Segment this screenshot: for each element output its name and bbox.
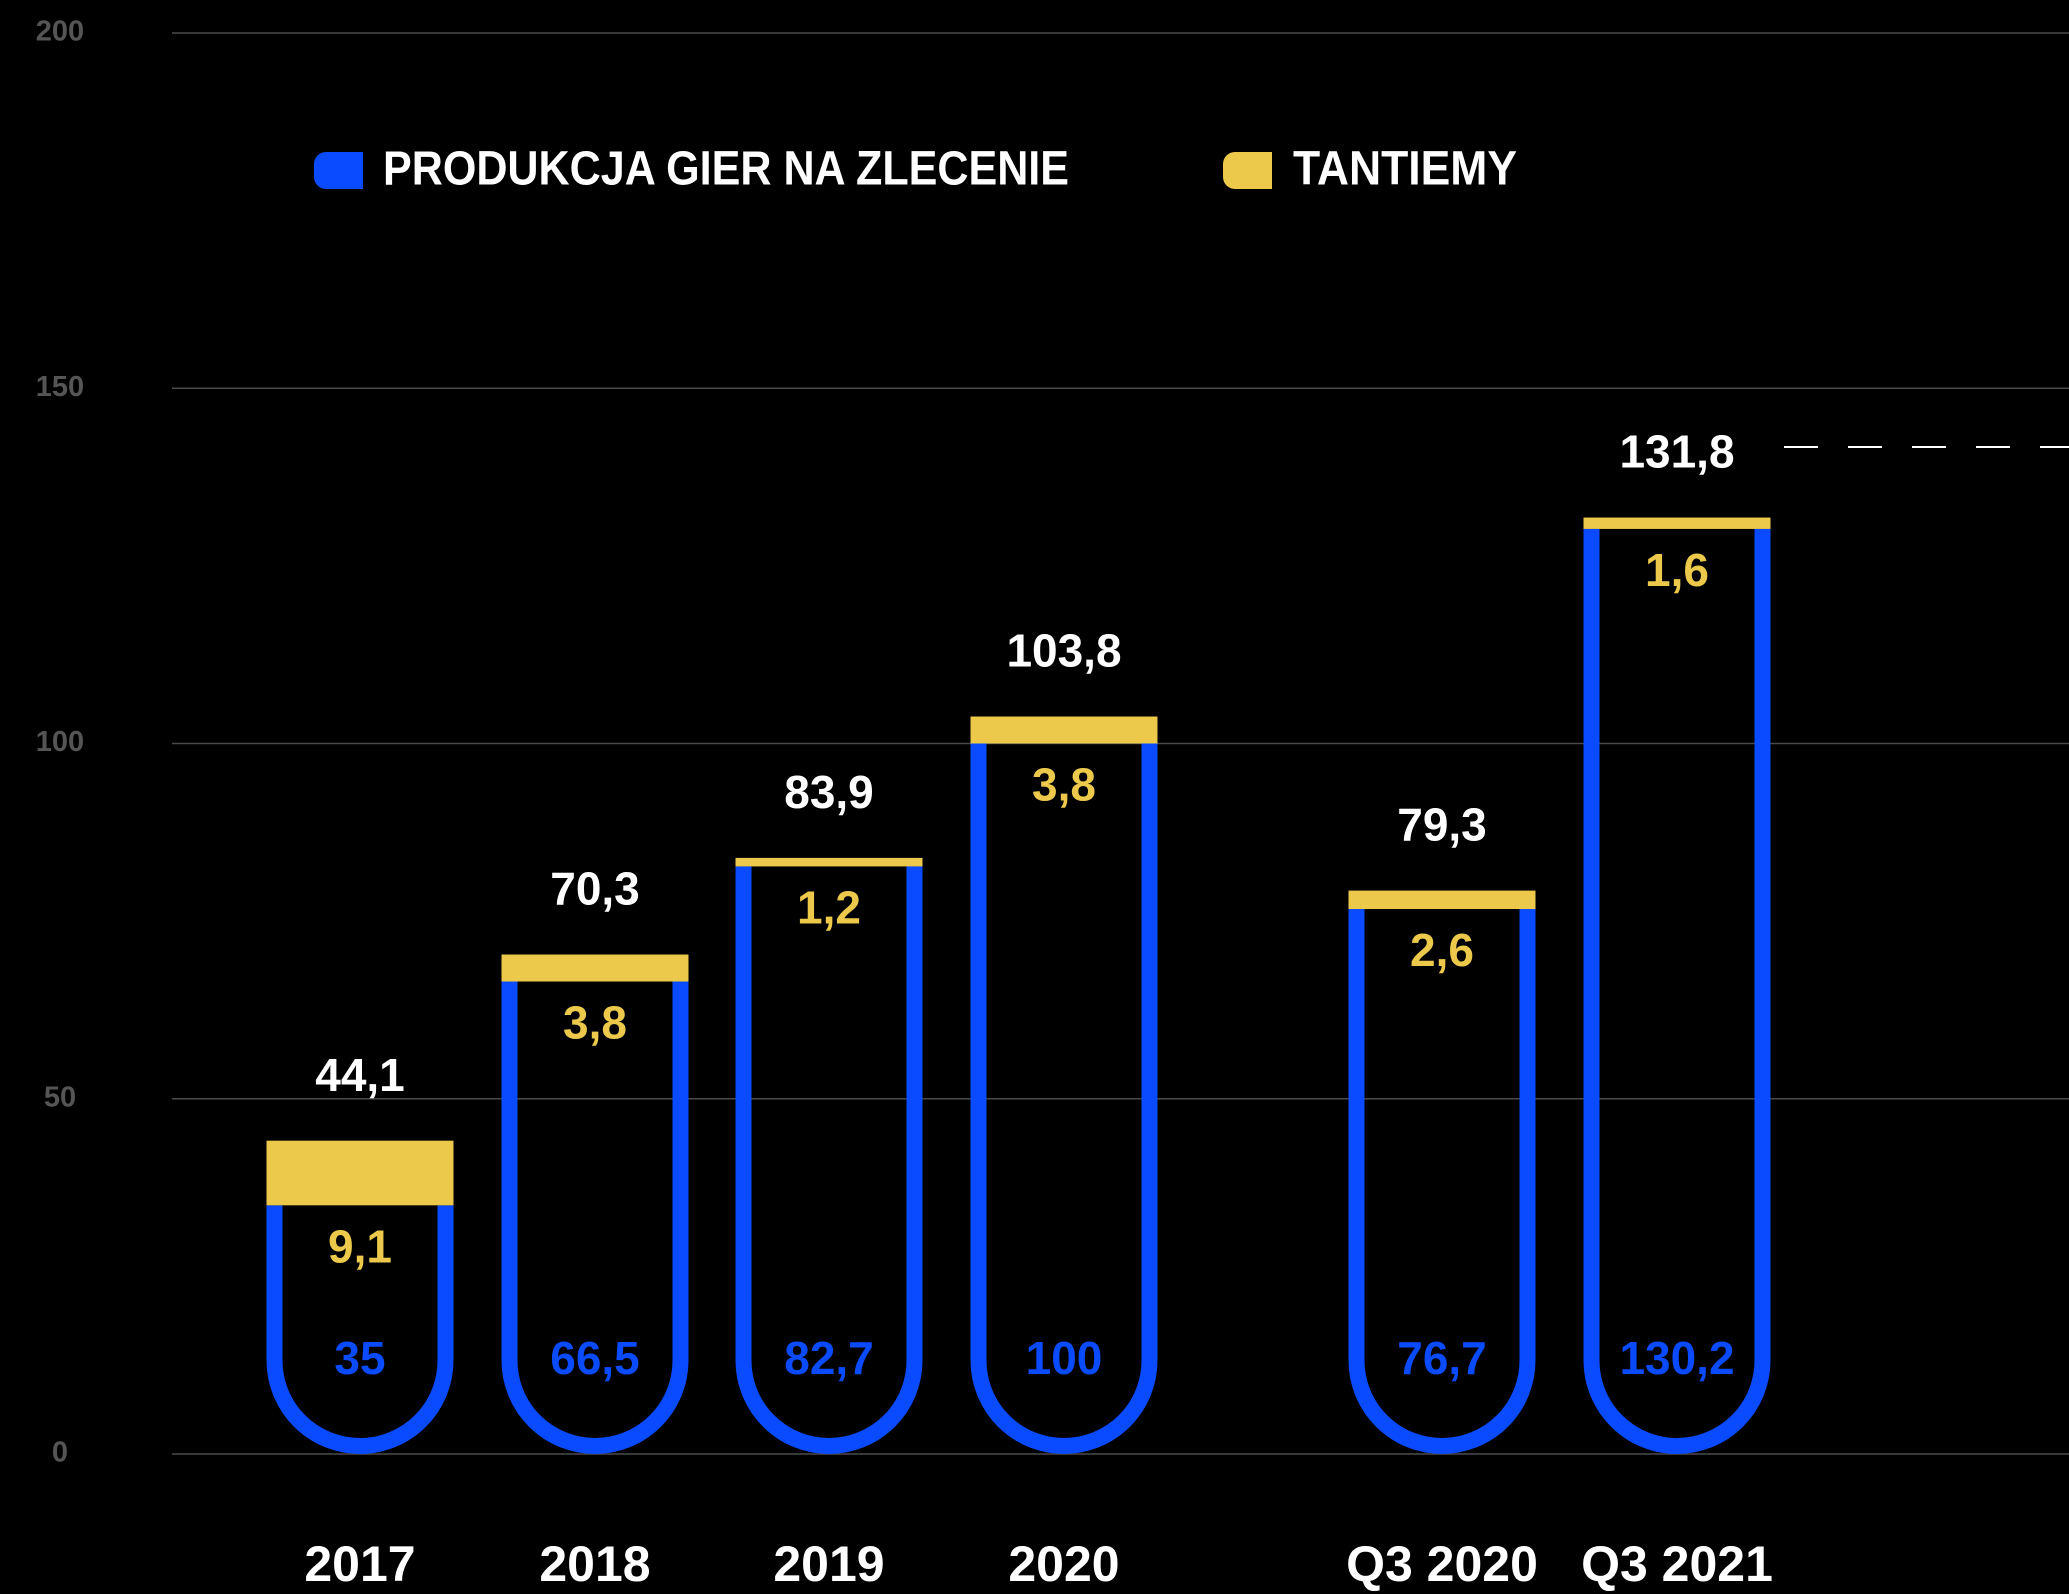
value-label: 82,7 (784, 1332, 874, 1384)
value-label: 9,1 (328, 1220, 392, 1272)
x-tick-label: Q3 2021 (1581, 1536, 1773, 1592)
total-label: 44,1 (315, 1049, 405, 1101)
bar-segment (1583, 517, 1771, 529)
value-label: 100 (1026, 1332, 1103, 1384)
total-label: 70,3 (550, 863, 640, 915)
bar (1348, 909, 1536, 1454)
value-label: 35 (334, 1332, 385, 1384)
bar (266, 1205, 454, 1454)
y-tick-label: 200 (36, 16, 84, 48)
bar (1583, 528, 1771, 1454)
x-tick-label: 2019 (773, 1536, 884, 1592)
bar-segment (735, 857, 923, 867)
x-tick-label: 2020 (1008, 1536, 1119, 1592)
total-label: 103,8 (1006, 625, 1121, 677)
total-label: 79,3 (1397, 799, 1487, 851)
x-tick-label: 2018 (539, 1536, 650, 1592)
x-tick-label: Q3 2020 (1346, 1536, 1538, 1592)
bar-segment (1348, 890, 1536, 910)
legend-swatch (1223, 152, 1272, 189)
value-label: 2,6 (1410, 924, 1474, 976)
y-tick-label: 150 (36, 371, 84, 403)
bar (735, 866, 923, 1454)
value-label: 1,6 (1645, 544, 1709, 596)
bar-segment (266, 1140, 454, 1206)
value-label: 76,7 (1397, 1332, 1487, 1384)
x-tick-label: 2017 (304, 1536, 415, 1592)
value-label: 130,2 (1619, 1332, 1734, 1384)
y-tick-label: 0 (52, 1437, 68, 1469)
value-label: 66,5 (550, 1332, 640, 1384)
total-label: 83,9 (784, 766, 874, 818)
bar (970, 743, 1158, 1454)
legend-label: PRODUKCJA GIER NA ZLECENIE (383, 143, 1069, 196)
bar (501, 981, 689, 1454)
legend-swatch (314, 152, 363, 189)
value-label: 1,2 (797, 882, 861, 934)
y-tick-label: 50 (44, 1081, 76, 1113)
legend-label: TANTIEMY (1293, 143, 1517, 196)
value-label: 3,8 (563, 997, 627, 1049)
value-label: 3,8 (1032, 759, 1096, 811)
bar-segment (501, 954, 689, 982)
total-label: 131,8 (1619, 426, 1734, 478)
bar-segment (970, 716, 1158, 744)
y-tick-label: 100 (36, 726, 84, 758)
